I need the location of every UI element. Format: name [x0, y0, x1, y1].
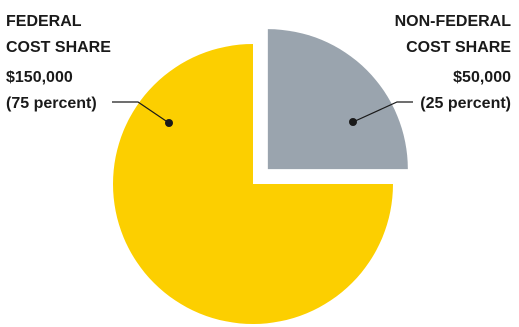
pie-slice-federal [113, 44, 393, 324]
nonfederal-label-line-2: COST SHARE [406, 39, 511, 56]
federal-label-line-1: FEDERAL [6, 13, 82, 30]
nonfederal-leader-line [352, 101, 413, 123]
federal-percent: (75 percent) [6, 95, 97, 112]
nonfederal-label-line-1: NON-FEDERAL [395, 13, 512, 30]
nonfederal-percent: (25 percent) [420, 95, 511, 112]
pie-slice-nonfederal [267, 29, 408, 170]
nonfederal-amount: $50,000 [453, 69, 511, 86]
federal-amount: $150,000 [6, 69, 73, 86]
federal-label-line-2: COST SHARE [6, 39, 111, 56]
federal-leader-dot [165, 119, 173, 127]
nonfederal-leader-dot [349, 118, 357, 126]
federal-leader-line [112, 101, 170, 124]
